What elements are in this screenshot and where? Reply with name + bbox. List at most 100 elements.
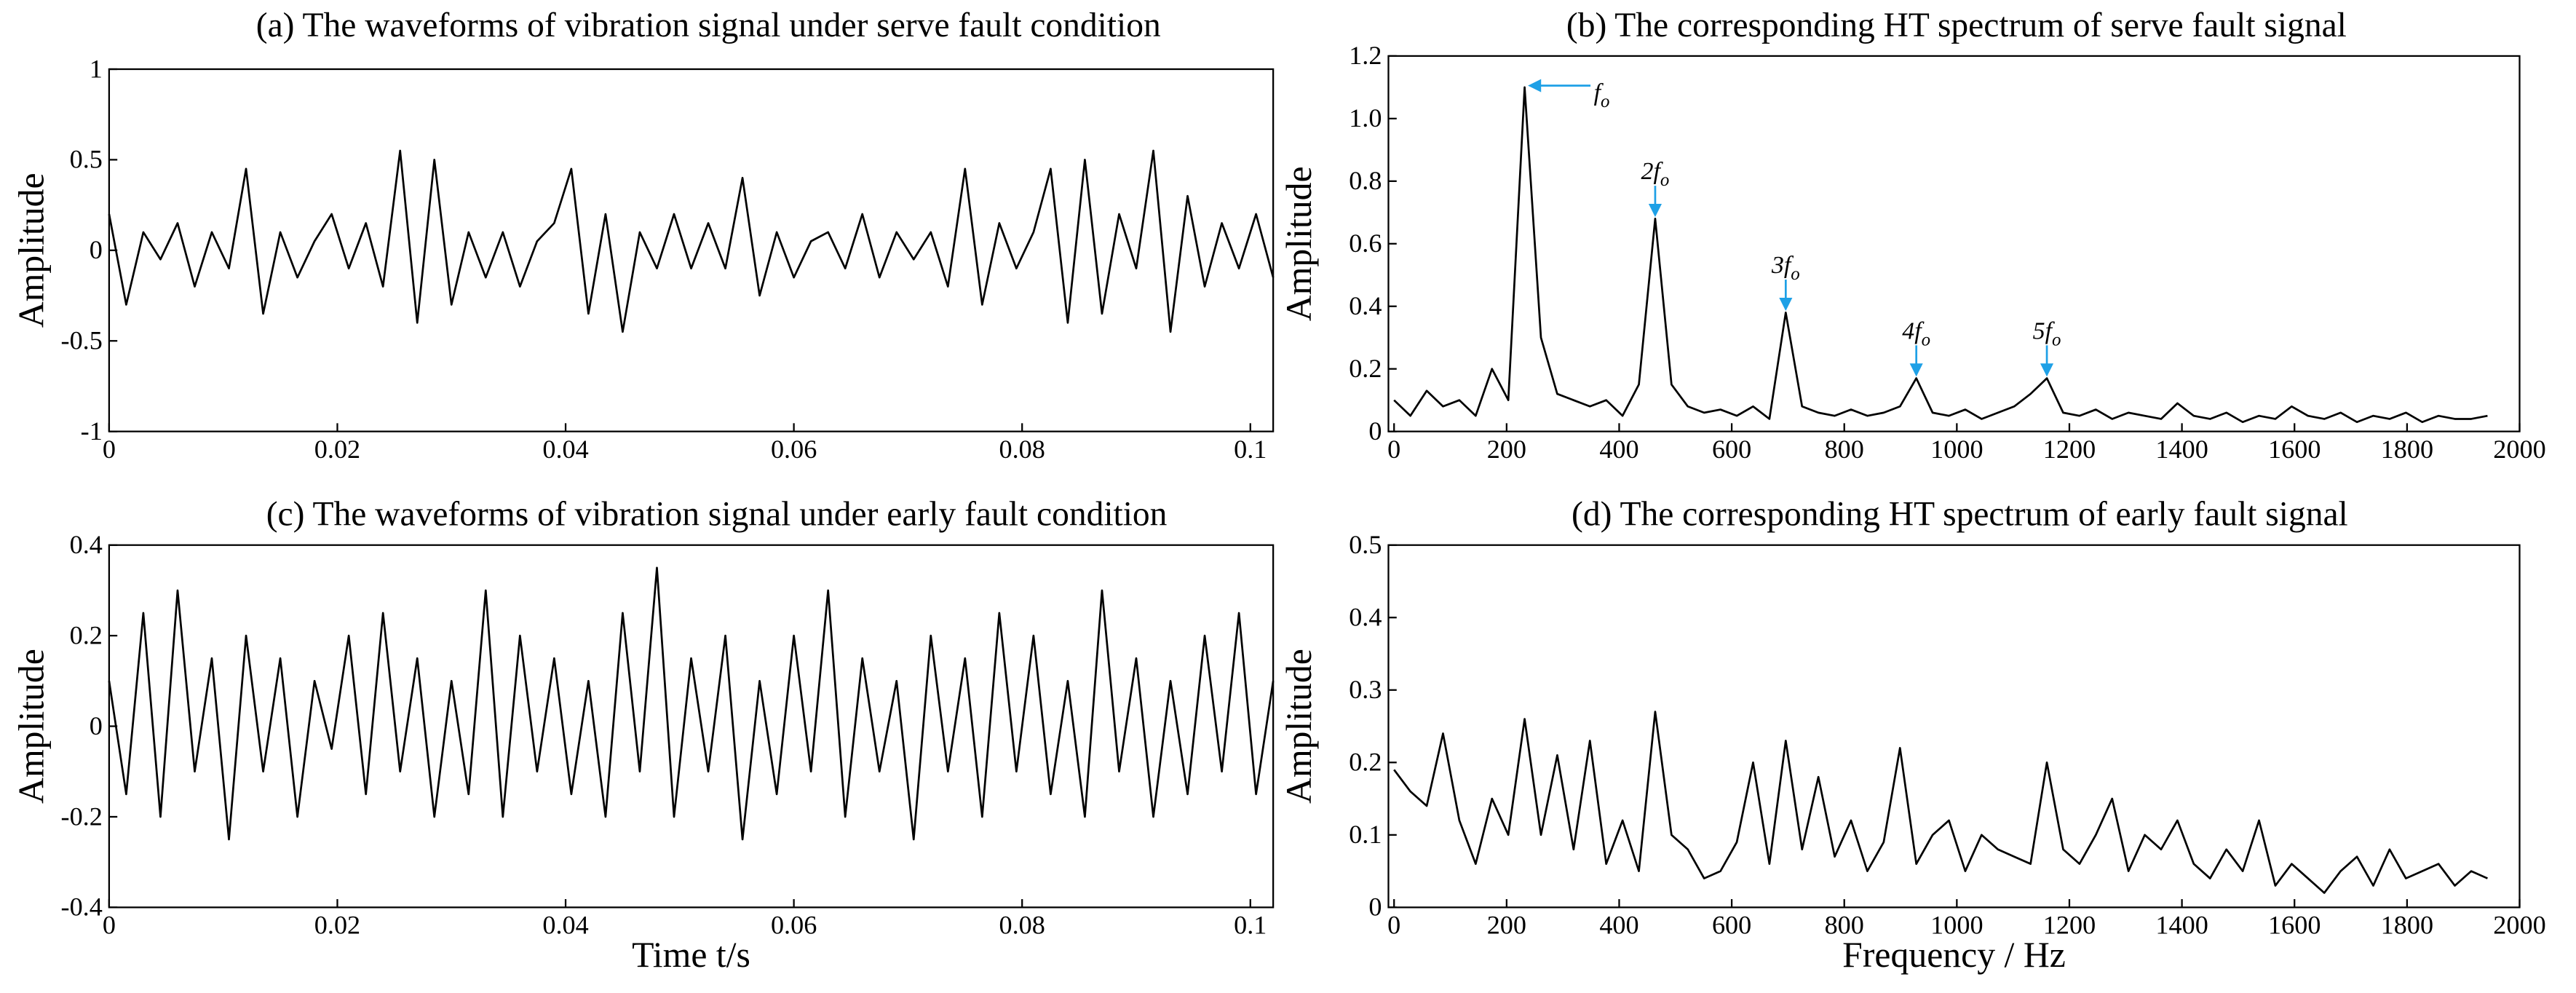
y-tick-label: -0.2 — [61, 802, 103, 831]
y-tick-label: 0 — [90, 711, 103, 740]
x-tick-label: 0.1 — [1234, 435, 1267, 464]
signal-line — [1393, 86, 2488, 424]
x-tick-label: 0.04 — [542, 911, 588, 940]
x-tick-label: 1200 — [2043, 911, 2096, 940]
chart-title: (a) The waveforms of vibration signal un… — [256, 7, 1161, 44]
plot-frame — [108, 68, 1275, 432]
signal-line — [108, 566, 1275, 841]
x-tick-label: 0.02 — [314, 435, 360, 464]
x-tick-label: 0.1 — [1234, 911, 1267, 940]
x-axis-label: Frequency / Hz — [1842, 935, 2066, 975]
x-tick-label: 0.06 — [771, 435, 817, 464]
chart-title: (b) The corresponding HT spectrum of ser… — [1566, 7, 2347, 44]
annotation-label: 3fo — [1771, 252, 1800, 284]
x-tick-label: 0 — [103, 435, 116, 464]
annotation: 4fo — [1902, 317, 1930, 377]
y-axis-label: Amplitude — [11, 649, 51, 804]
x-tick-label: 800 — [1825, 435, 1864, 464]
annotation-subscript: o — [1922, 330, 1930, 349]
x-tick-label: 1600 — [2268, 435, 2321, 464]
x-tick-label: 1800 — [2381, 911, 2433, 940]
annotation: fo — [1528, 79, 1609, 111]
arrow-head — [1909, 363, 1923, 377]
y-tick-label: 0.2 — [70, 620, 103, 649]
annotation-subscript: o — [2052, 330, 2061, 349]
x-tick-label: 0 — [1387, 435, 1400, 464]
y-tick-label: 1 — [90, 54, 103, 83]
y-axis-label: Amplitude — [1279, 166, 1319, 321]
x-tick-label: 800 — [1825, 911, 1864, 940]
signal-line — [1393, 711, 2488, 894]
y-tick-label: 0.4 — [1349, 603, 1382, 632]
x-tick-label: 2000 — [2493, 911, 2545, 940]
annotation-subscript: o — [1791, 264, 1799, 284]
y-tick-label: 0 — [90, 235, 103, 264]
annotation-text: 4f — [1902, 317, 1925, 344]
arrow-head — [1779, 297, 1793, 312]
x-tick-label: 0.06 — [771, 911, 817, 940]
y-tick-label: -1 — [81, 416, 103, 446]
annotation-subscript: o — [1660, 170, 1669, 190]
y-tick-label: -0.4 — [61, 893, 103, 922]
y-tick-label: 0.1 — [1349, 820, 1382, 849]
plot-frame — [108, 544, 1275, 909]
plot-frame — [1387, 55, 2521, 432]
x-tick-label: 200 — [1487, 435, 1526, 464]
x-tick-label: 0.02 — [314, 911, 360, 940]
y-tick-label: 0.2 — [1349, 354, 1382, 383]
x-tick-label: 200 — [1487, 911, 1526, 940]
y-tick-label: 0.8 — [1349, 166, 1382, 195]
x-axis-label: Time t/s — [632, 935, 750, 975]
x-tick-label: 1400 — [2155, 435, 2208, 464]
y-tick-label: 1.0 — [1349, 103, 1382, 132]
plot-frame — [1387, 544, 2521, 909]
annotation-label: fo — [1594, 79, 1610, 111]
x-tick-label: 0.08 — [999, 435, 1045, 464]
y-tick-label: 0.5 — [1349, 530, 1382, 559]
x-tick-label: 400 — [1599, 435, 1638, 464]
y-tick-label: 0.5 — [70, 145, 103, 174]
annotation-label: 4fo — [1902, 317, 1930, 349]
x-tick-label: 600 — [1712, 911, 1751, 940]
annotation: 5fo — [2033, 317, 2061, 377]
annotation-text: 5f — [2033, 317, 2056, 344]
y-tick-label: 0.4 — [1349, 291, 1382, 320]
y-tick-label: 1.2 — [1349, 41, 1382, 70]
y-tick-label: 0.6 — [1349, 229, 1382, 258]
annotation-label: 2fo — [1641, 158, 1670, 190]
x-tick-label: 1400 — [2155, 911, 2208, 940]
annotation-text: 2f — [1641, 158, 1664, 185]
x-tick-label: 0 — [1387, 911, 1400, 940]
annotation: 2fo — [1641, 158, 1670, 218]
chart-title: (d) The corresponding HT spectrum of ear… — [1572, 496, 2348, 534]
x-tick-label: 0.08 — [999, 911, 1045, 940]
signal-line — [108, 149, 1275, 333]
y-axis-label: Amplitude — [1279, 649, 1319, 804]
y-tick-label: 0.4 — [70, 530, 103, 559]
y-tick-label: -0.5 — [61, 326, 103, 355]
y-axis-label: Amplitude — [11, 173, 51, 328]
x-tick-label: 400 — [1599, 911, 1638, 940]
x-tick-label: 1600 — [2268, 911, 2321, 940]
y-tick-label: 0 — [1368, 416, 1382, 446]
x-tick-label: 1800 — [2381, 435, 2433, 464]
annotation: 3fo — [1771, 252, 1800, 312]
x-tick-label: 600 — [1712, 435, 1751, 464]
x-tick-label: 0 — [103, 911, 116, 940]
x-tick-label: 0.04 — [542, 435, 588, 464]
x-tick-label: 1000 — [1930, 911, 1983, 940]
x-tick-label: 1200 — [2043, 435, 2096, 464]
annotation-subscript: o — [1601, 92, 1609, 111]
y-tick-label: 0.3 — [1349, 675, 1382, 704]
arrow-head — [2040, 363, 2054, 377]
annotation-text: 3f — [1771, 252, 1794, 279]
x-tick-label: 1000 — [1930, 435, 1983, 464]
arrow-head — [1648, 204, 1662, 218]
chart-title: (c) The waveforms of vibration signal un… — [266, 496, 1168, 534]
x-tick-label: 2000 — [2493, 435, 2545, 464]
y-tick-label: 0 — [1368, 893, 1382, 922]
arrow-head — [1528, 79, 1542, 92]
annotation-label: 5fo — [2033, 317, 2061, 349]
y-tick-label: 0.2 — [1349, 748, 1382, 777]
